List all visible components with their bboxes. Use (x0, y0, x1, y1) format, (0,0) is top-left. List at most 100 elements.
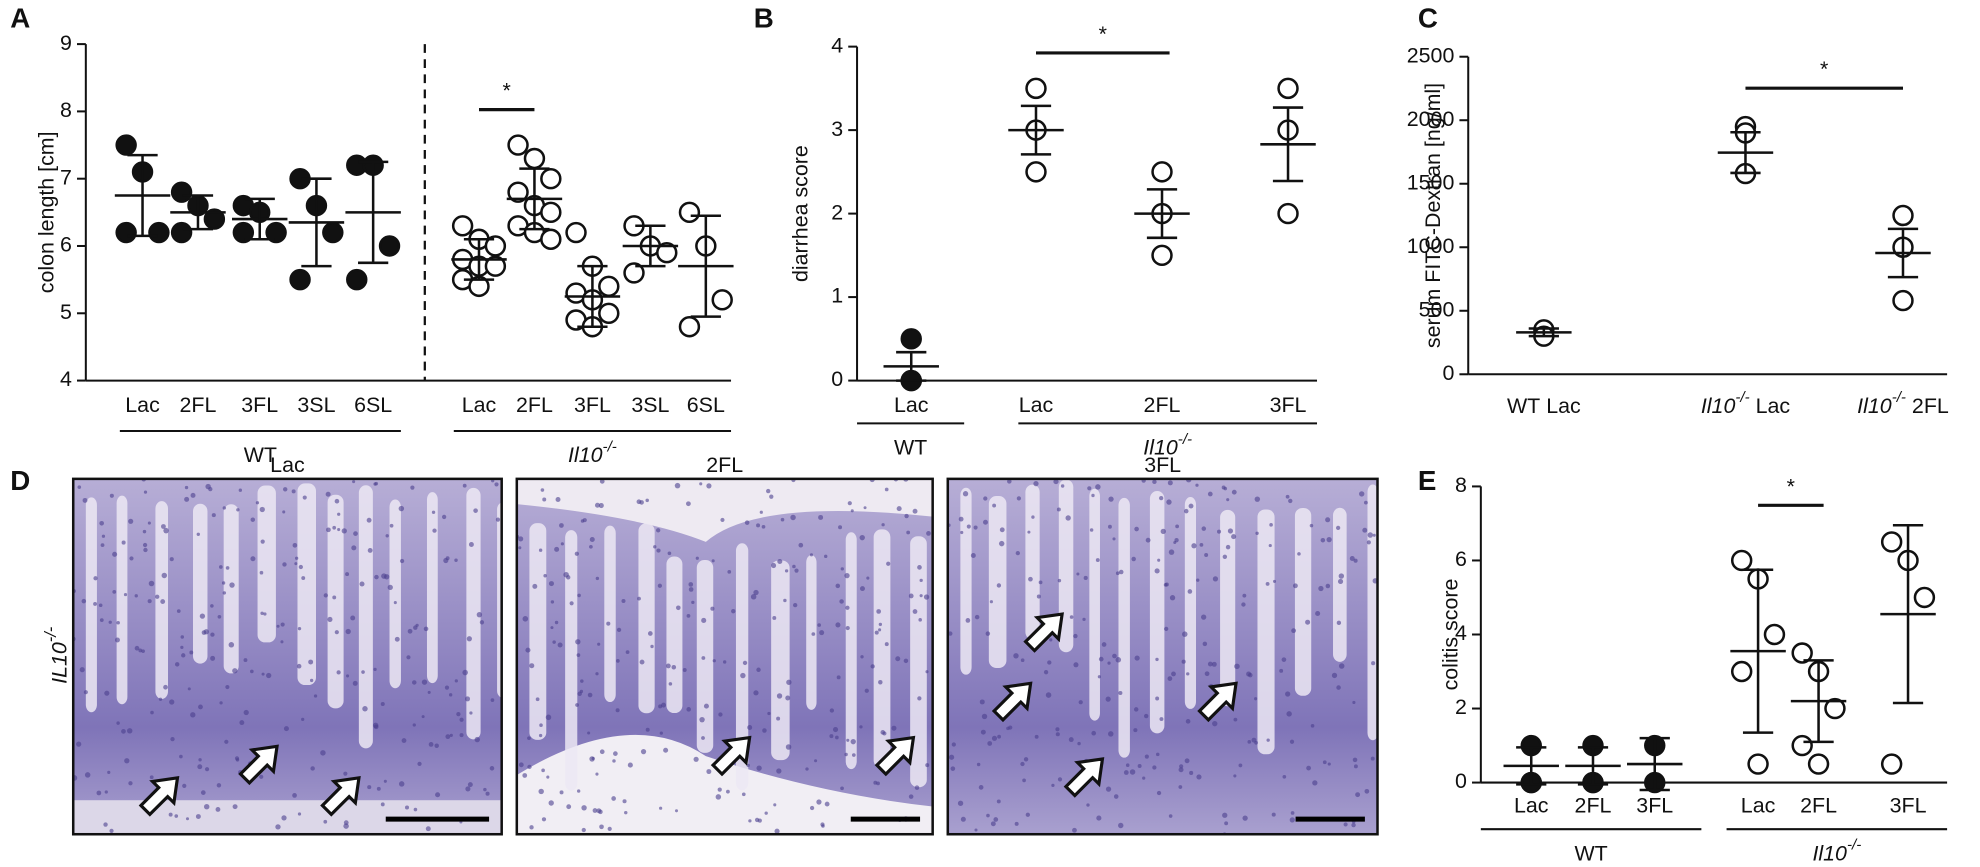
nucleus (197, 764, 203, 770)
nucleus (1207, 491, 1213, 497)
nucleus (538, 733, 543, 738)
nucleus (479, 620, 485, 625)
nucleus (352, 680, 358, 686)
nucleus (741, 792, 746, 797)
nucleus (753, 690, 759, 696)
nucleus (367, 548, 373, 553)
nucleus (780, 517, 785, 522)
nucleus (456, 711, 461, 717)
arrow (874, 735, 916, 777)
data-point (1892, 289, 1914, 312)
nucleus (912, 508, 918, 514)
nucleus (860, 655, 864, 659)
nucleus (147, 521, 151, 525)
significance-label: * (1787, 474, 1795, 498)
nucleus (301, 717, 305, 721)
significance-label: * (503, 79, 511, 103)
nucleus (323, 593, 328, 598)
nucleus (525, 647, 531, 653)
nucleus (870, 664, 875, 669)
nucleus (522, 616, 529, 622)
nucleus (1372, 533, 1376, 537)
nucleus (914, 785, 920, 790)
nucleus (550, 626, 554, 630)
arrow (238, 744, 279, 786)
crypt (327, 494, 344, 709)
nucleus (1160, 528, 1166, 535)
nucleus (462, 483, 467, 488)
nucleus (1231, 489, 1237, 495)
nucleus (1034, 734, 1039, 739)
nucleus (1055, 727, 1060, 732)
row-label-text: IL10 (47, 642, 71, 684)
nucleus (1286, 711, 1292, 717)
crypt (1333, 507, 1347, 662)
nucleus (809, 553, 814, 557)
nucleus (699, 482, 703, 486)
nucleus (962, 491, 969, 497)
nucleus (1053, 478, 1059, 485)
nucleus (255, 501, 260, 505)
data-point (598, 275, 620, 298)
nucleus (1366, 540, 1371, 545)
nucleus (1182, 631, 1188, 637)
nucleus (1195, 483, 1199, 487)
nucleus (142, 542, 148, 548)
nucleus (518, 546, 522, 550)
data-point (1892, 204, 1914, 227)
nucleus (1297, 552, 1301, 556)
nucleus (1289, 739, 1295, 744)
nucleus (98, 603, 103, 608)
nucleus (296, 663, 302, 669)
nucleus (794, 568, 799, 573)
category: Lac (1741, 793, 1776, 817)
nucleus (659, 731, 663, 735)
nucleus (1082, 617, 1086, 622)
nucleus (809, 805, 815, 811)
nucleus (444, 685, 450, 690)
nucleus (243, 709, 249, 716)
nucleus (1242, 815, 1248, 821)
nucleus (607, 826, 612, 831)
nucleus (917, 696, 922, 701)
nucleus (222, 591, 227, 595)
nucleus (653, 545, 657, 549)
nucleus (1196, 578, 1200, 582)
x-tick-label: Lac (1741, 793, 1776, 817)
nucleus (199, 613, 206, 619)
nucleus (816, 799, 822, 805)
nucleus (621, 598, 626, 603)
nucleus (992, 503, 997, 508)
nucleus (147, 599, 152, 604)
y-tick-label: 1500 (1407, 170, 1455, 194)
nucleus (1152, 479, 1157, 485)
nucleus (350, 615, 356, 621)
nucleus (986, 813, 990, 818)
nucleus (1353, 764, 1358, 769)
nucleus (625, 650, 630, 655)
nucleus (210, 655, 216, 661)
nucleus (908, 593, 914, 599)
nucleus (701, 656, 706, 660)
nucleus (1028, 576, 1033, 582)
nucleus (163, 684, 168, 690)
nucleus (494, 482, 499, 487)
nucleus (404, 805, 410, 810)
nucleus (671, 665, 677, 670)
nucleus (308, 659, 314, 665)
data-point (1880, 753, 1903, 775)
data-point (1730, 660, 1753, 683)
nucleus (189, 650, 194, 655)
nucleus (1251, 737, 1257, 743)
nucleus (876, 609, 882, 614)
nucleus (1168, 549, 1175, 555)
nucleus (981, 713, 988, 720)
nucleus (394, 636, 400, 642)
category: 3SL (631, 392, 669, 416)
crypt (771, 560, 790, 761)
nucleus (1118, 569, 1124, 575)
group-name: Il10 (1143, 435, 1178, 459)
nucleus (407, 628, 413, 634)
nucleus (373, 482, 377, 486)
nucleus (845, 605, 850, 610)
